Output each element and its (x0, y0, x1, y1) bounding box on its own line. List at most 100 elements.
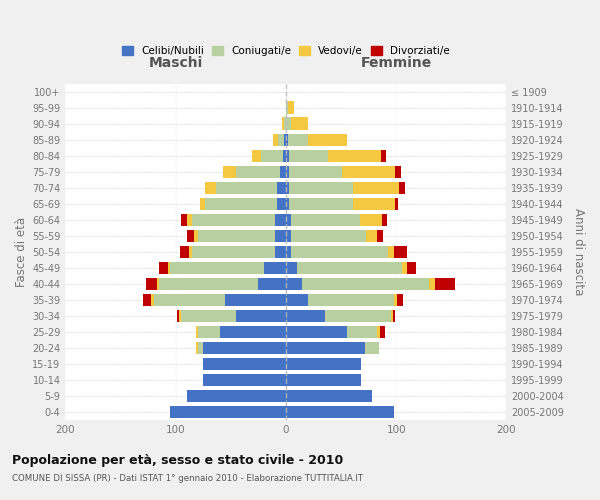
Bar (146, 278, 157, 290)
Bar (394, 294, 397, 306)
Bar (198, 326, 220, 338)
Bar (192, 246, 275, 258)
Bar (196, 326, 198, 338)
Bar (236, 166, 280, 178)
Bar (203, 342, 286, 354)
Bar (260, 150, 283, 162)
Bar (284, 134, 286, 146)
Bar (187, 214, 192, 226)
Bar (407, 262, 416, 274)
Bar (292, 214, 360, 226)
Y-axis label: Anni di nascita: Anni di nascita (572, 208, 585, 296)
Bar (347, 326, 377, 338)
Bar (189, 246, 192, 258)
Bar (397, 294, 403, 306)
Bar (170, 262, 264, 274)
Bar (286, 390, 372, 402)
Bar (297, 262, 401, 274)
Bar (286, 406, 394, 418)
Bar (286, 230, 292, 242)
Bar (328, 150, 381, 162)
Bar (159, 262, 168, 274)
Bar (194, 230, 198, 242)
Bar (308, 134, 347, 146)
Bar (223, 166, 236, 178)
Bar (217, 182, 277, 194)
Bar (286, 118, 292, 130)
Bar (292, 118, 308, 130)
Bar (272, 134, 278, 146)
Bar (220, 326, 286, 338)
Bar (286, 278, 302, 290)
Bar (288, 102, 293, 114)
Y-axis label: Fasce di età: Fasce di età (15, 217, 28, 287)
Bar (302, 278, 429, 290)
Bar (286, 150, 289, 162)
Bar (286, 102, 288, 114)
Bar (353, 198, 395, 210)
Bar (283, 150, 286, 162)
Bar (205, 182, 217, 194)
Bar (289, 198, 353, 210)
Text: Femmine: Femmine (361, 56, 432, 70)
Bar (196, 342, 198, 354)
Bar (394, 246, 407, 258)
Bar (180, 246, 189, 258)
Bar (308, 294, 394, 306)
Bar (286, 358, 361, 370)
Bar (395, 166, 401, 178)
Bar (292, 246, 388, 258)
Bar (286, 262, 297, 274)
Bar (192, 214, 275, 226)
Bar (325, 310, 391, 322)
Bar (168, 262, 170, 274)
Bar (284, 118, 286, 130)
Bar (203, 374, 286, 386)
Bar (395, 198, 398, 210)
Bar (367, 230, 377, 242)
Bar (380, 326, 385, 338)
Bar (286, 134, 288, 146)
Bar (286, 342, 365, 354)
Bar (286, 310, 325, 322)
Bar (187, 390, 286, 402)
Bar (400, 182, 405, 194)
Bar (435, 278, 455, 290)
Text: COMUNE DI SISSA (PR) - Dati ISTAT 1° gennaio 2010 - Elaborazione TUTTITALIA.IT: COMUNE DI SISSA (PR) - Dati ISTAT 1° gen… (12, 474, 363, 483)
Bar (264, 262, 286, 274)
Bar (382, 214, 388, 226)
Bar (236, 310, 286, 322)
Bar (289, 182, 353, 194)
Text: Popolazione per età, sesso e stato civile - 2010: Popolazione per età, sesso e stato civil… (12, 454, 343, 467)
Bar (281, 118, 284, 130)
Bar (275, 246, 286, 258)
Bar (177, 310, 179, 322)
Legend: Celibi/Nubili, Coniugati/e, Vedovi/e, Divorziati/e: Celibi/Nubili, Coniugati/e, Vedovi/e, Di… (118, 42, 454, 60)
Bar (289, 150, 328, 162)
Bar (170, 406, 286, 418)
Bar (286, 246, 292, 258)
Bar (200, 198, 205, 210)
Bar (429, 278, 435, 290)
Bar (275, 214, 286, 226)
Bar (280, 166, 286, 178)
Bar (252, 150, 260, 162)
Bar (286, 374, 361, 386)
Bar (342, 166, 395, 178)
Bar (203, 358, 286, 370)
Bar (292, 230, 367, 242)
Bar (377, 230, 383, 242)
Bar (181, 310, 236, 322)
Bar (157, 278, 159, 290)
Bar (286, 198, 289, 210)
Bar (154, 294, 225, 306)
Bar (277, 182, 286, 194)
Bar (205, 198, 277, 210)
Bar (181, 214, 187, 226)
Text: Maschi: Maschi (149, 56, 203, 70)
Bar (393, 310, 395, 322)
Bar (179, 310, 181, 322)
Bar (259, 278, 286, 290)
Bar (289, 166, 342, 178)
Bar (225, 294, 286, 306)
